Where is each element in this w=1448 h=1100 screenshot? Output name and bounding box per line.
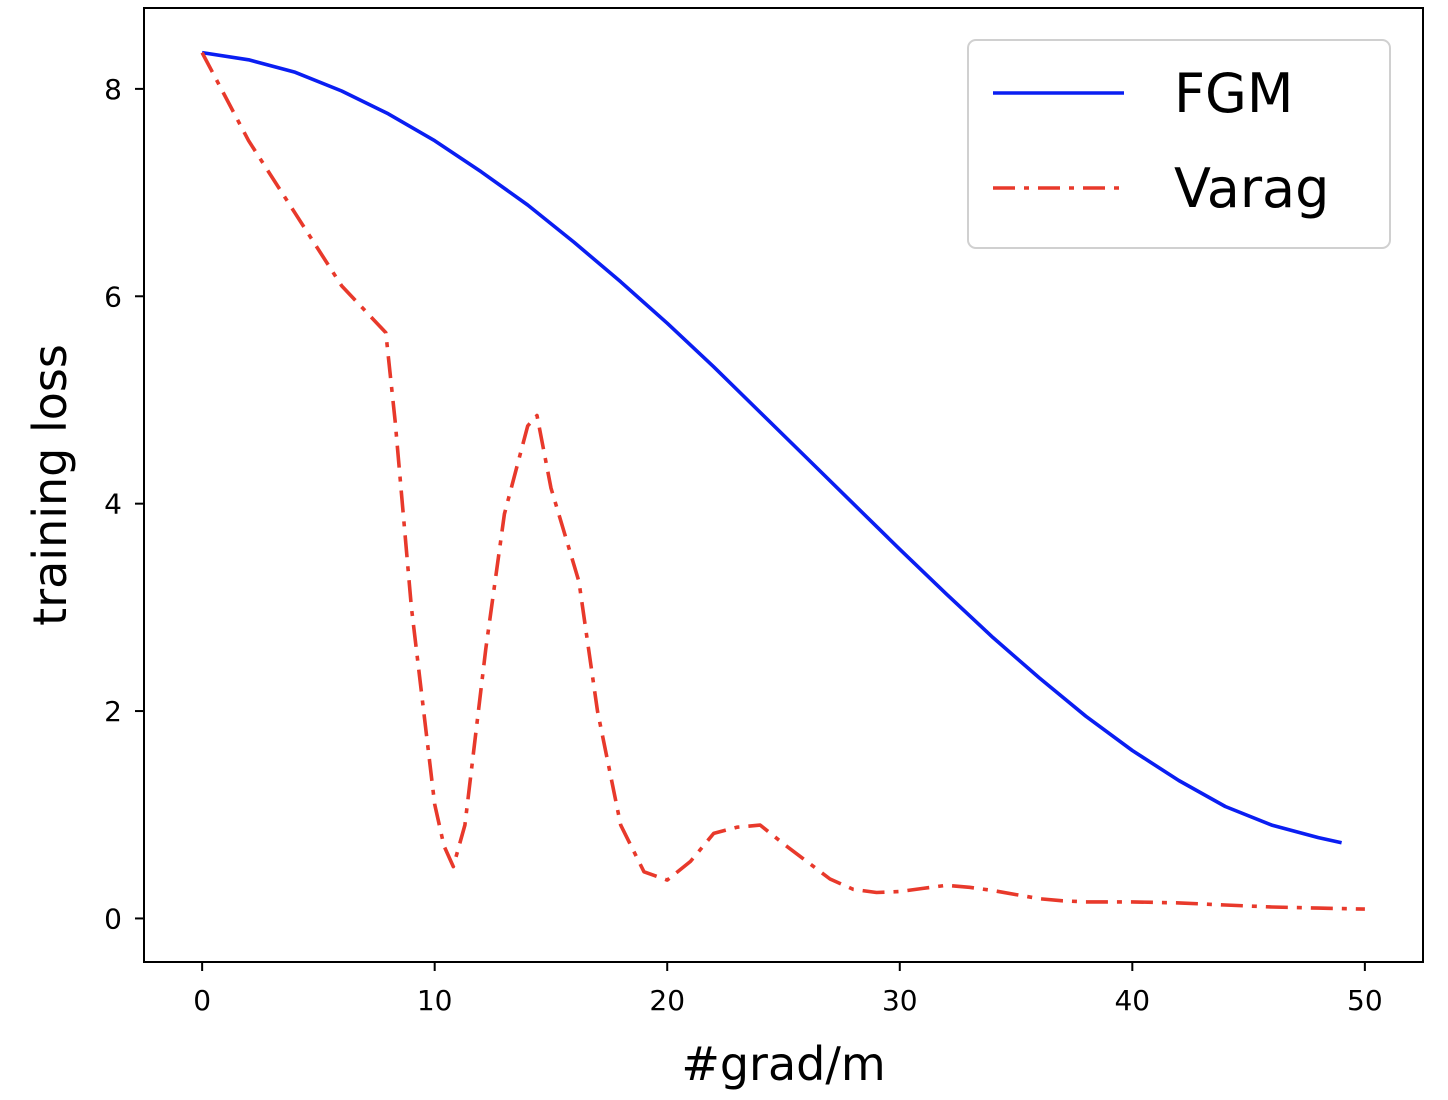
- legend-label-varag: Varag: [1174, 157, 1329, 220]
- legend-label-fgm: FGM: [1174, 62, 1294, 125]
- series-line-varag: [200, 51, 1365, 911]
- y-tick-label: 4: [104, 488, 122, 521]
- x-tick-label: 30: [882, 984, 918, 1017]
- legend: FGM Varag: [967, 39, 1391, 249]
- x-tick-label: 0: [193, 984, 211, 1017]
- x-tick-label: 10: [417, 984, 453, 1017]
- y-tick-label: 6: [104, 280, 122, 313]
- y-tick-label: 0: [104, 902, 122, 935]
- x-tick-label: 50: [1347, 984, 1383, 1017]
- x-tick-label: 20: [649, 984, 685, 1017]
- y-axis-label: training loss: [23, 344, 77, 626]
- x-axis-ticks: 0 10 20 30 40 50: [193, 962, 1383, 1017]
- series-line-fgm: [201, 50, 1342, 845]
- y-axis-ticks: 0 2 4 6 8: [104, 73, 144, 935]
- x-axis-label: #grad/m: [681, 1037, 885, 1091]
- y-tick-label: 8: [104, 73, 122, 106]
- plot-lines: [200, 50, 1365, 911]
- y-tick-label: 2: [104, 695, 122, 728]
- x-tick-label: 40: [1114, 984, 1150, 1017]
- plot-frame: [143, 7, 1424, 963]
